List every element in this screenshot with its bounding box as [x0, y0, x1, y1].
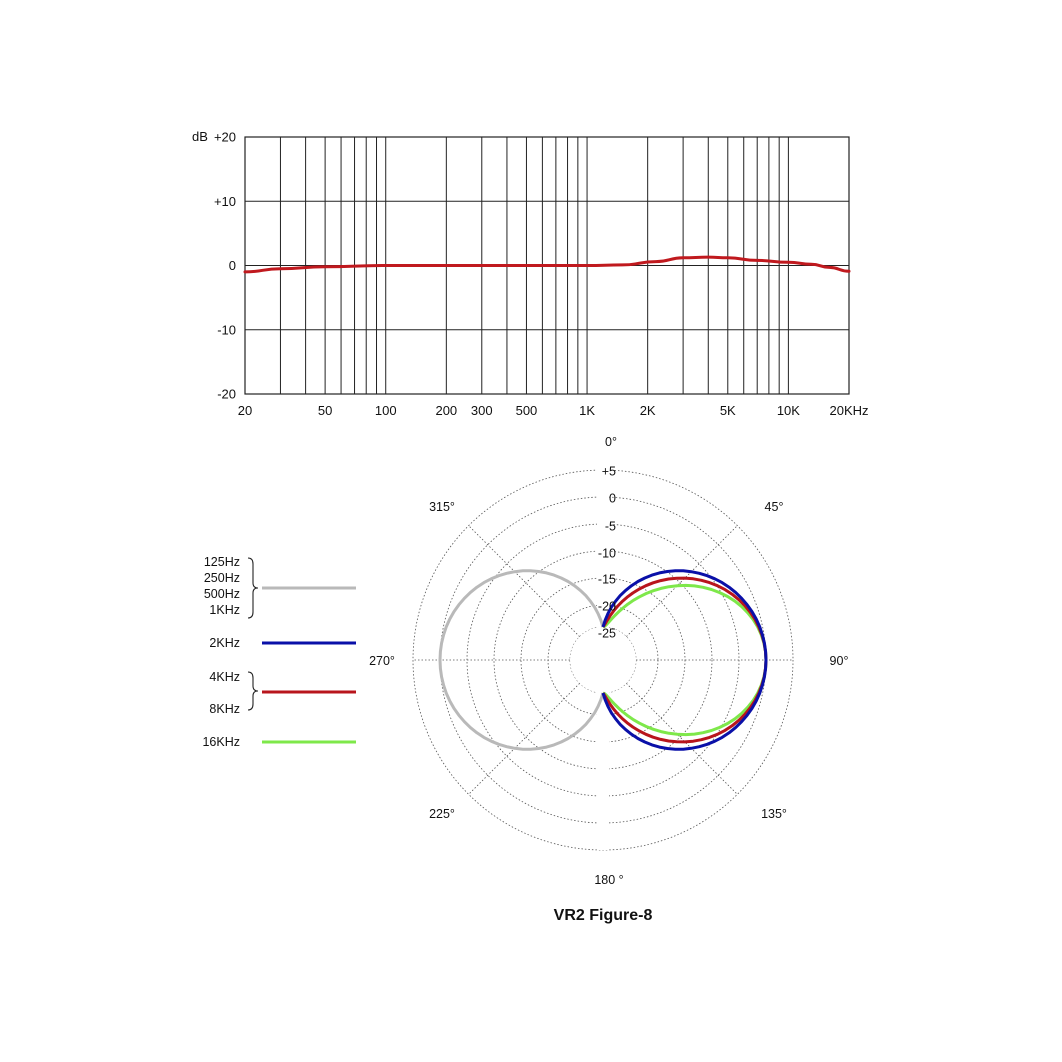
polar-pattern-chart: +5 0 -5 -10 -15 -20 -25 0° 45° 90° 135° 180 ° 225° 27…: [369, 435, 848, 924]
legend-label: 8KHz: [209, 702, 240, 716]
polar-grid: [412, 462, 794, 851]
radial-tick-label: -20: [598, 600, 616, 614]
x-tick-label: 300: [471, 403, 493, 418]
radial-tick-label: -25: [598, 627, 616, 641]
x-tick-label: 20: [238, 403, 252, 418]
angle-label: 0°: [605, 435, 617, 449]
radial-tick-label: -15: [598, 573, 616, 587]
x-tick-label: 500: [516, 403, 538, 418]
y-tick-label: -10: [217, 322, 236, 337]
angle-label: 135°: [761, 807, 787, 821]
x-tick-label: 20KHz: [829, 403, 868, 418]
polar-spoke: [468, 683, 580, 795]
polar-pattern-low: [438, 569, 605, 751]
y-tick-label: +20: [214, 130, 236, 145]
y-tick-label: 0: [229, 258, 236, 273]
x-tick-label: 10K: [777, 403, 800, 418]
x-tick-label: 5K: [720, 403, 736, 418]
radial-tick-label: -10: [598, 547, 616, 561]
legend-label: 16KHz: [202, 735, 240, 749]
legend-brace: [247, 557, 259, 619]
legend-label: 1KHz: [209, 603, 240, 617]
y-tick-label: -20: [217, 387, 236, 402]
polar-series: [438, 569, 768, 751]
angle-label: 45°: [765, 500, 784, 514]
legend-label: 4KHz: [209, 670, 240, 684]
y-axis-label: dB: [192, 129, 208, 144]
polar-ring: [493, 550, 713, 770]
legend-label: 2KHz: [209, 636, 240, 650]
angle-label: 90°: [830, 654, 849, 668]
angle-label: 225°: [429, 807, 455, 821]
x-tick-label: 100: [375, 403, 397, 418]
legend-brace: [247, 671, 259, 711]
radial-tick-label: -5: [605, 520, 616, 534]
radial-tick-label: +5: [602, 465, 616, 479]
legend: 125Hz 250Hz 500Hz 1KHz 2KHz 4KHz 8KHz 16KHz: [202, 555, 356, 749]
radial-tick-label: 0: [609, 492, 616, 506]
legend-label: 500Hz: [204, 587, 240, 601]
chart-title: VR2 Figure-8: [554, 907, 653, 924]
x-tick-label: 1K: [579, 403, 595, 418]
polar-spoke: [626, 683, 738, 795]
angle-label: 270°: [369, 654, 395, 668]
polar-spoke: [468, 525, 580, 637]
frequency-response-line: [243, 255, 851, 274]
y-tick-label: +10: [214, 194, 236, 209]
polar-center: [570, 627, 636, 693]
frequency-response-series: [243, 255, 851, 274]
x-tick-label: 2K: [640, 403, 656, 418]
polar-spoke: [626, 525, 738, 637]
polar-pattern-2k: [601, 569, 768, 751]
legend-label: 125Hz: [204, 555, 240, 569]
x-tick-label: 50: [318, 403, 332, 418]
angle-label: 315°: [429, 500, 455, 514]
legend-label: 250Hz: [204, 571, 240, 585]
angle-label: 180 °: [594, 873, 623, 887]
x-tick-label: 200: [435, 403, 457, 418]
polar-labels: +5 0 -5 -10 -15 -20 -25 0° 45° 90° 135° 180 ° 225° 27…: [369, 435, 848, 887]
